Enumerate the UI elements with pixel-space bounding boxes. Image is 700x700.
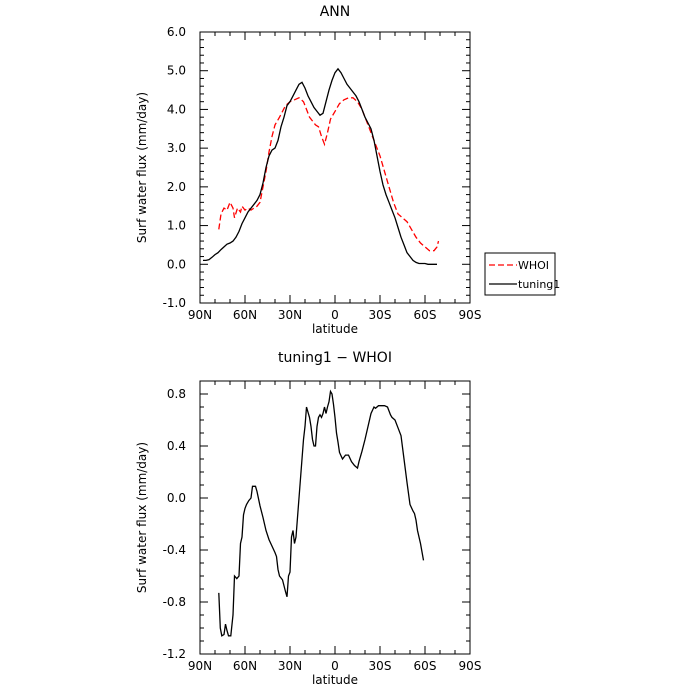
- x-tick-label: 90S: [459, 308, 482, 322]
- y-tick-label: 0.0: [167, 257, 186, 271]
- y-tick-label: 6.0: [167, 25, 186, 39]
- x-axis-label: latitude: [312, 322, 358, 336]
- x-tick-label: 30N: [278, 308, 302, 322]
- y-tick-label: 0.4: [167, 439, 186, 453]
- x-tick-label: 30N: [278, 659, 302, 673]
- y-tick-label: -0.8: [163, 595, 186, 609]
- y-tick-label: 5.0: [167, 64, 186, 78]
- x-tick-label: 60N: [233, 308, 257, 322]
- chart-difference: tuning1 − WHOI 90N 60N 30N 0 30S 60S 90S 0.8 0.4 0…: [135, 350, 481, 687]
- chart-annual-flux: ANN 90N 60N 30N 0 30S 60S 90S 6.0 5.0 4.0 3.0 2.0 1.0…: [135, 4, 560, 336]
- series-line-whoi: [218, 97, 440, 252]
- x-axis-label: latitude: [312, 673, 358, 687]
- y-tick-label: -0.4: [163, 543, 186, 557]
- x-tick-label: 0: [331, 659, 339, 673]
- x-tick-label: 90N: [188, 308, 212, 322]
- y-tick-label: 0.8: [167, 387, 186, 401]
- x-tick-label: 0: [331, 308, 339, 322]
- x-tick-label: 60S: [414, 308, 437, 322]
- legend-label: tuning1: [518, 278, 560, 291]
- x-tick-label: 60S: [414, 659, 437, 673]
- y-tick-label: 2.0: [167, 180, 186, 194]
- x-tick-label: 90S: [459, 659, 482, 673]
- y-tick-label: -1.2: [163, 647, 186, 661]
- y-tick-label: 0.0: [167, 491, 186, 505]
- legend-box: [484, 252, 556, 296]
- y-axis-label: Surf water flux (mm/day): [135, 92, 149, 243]
- series-line-difference: [218, 389, 425, 637]
- x-tick-label: 30S: [369, 659, 392, 673]
- series-line-tuning1: [203, 67, 437, 265]
- chart-title: tuning1 − WHOI: [278, 350, 392, 366]
- y-tick-label: -1.0: [163, 296, 186, 310]
- y-tick-label: 1.0: [167, 219, 186, 233]
- legend-label: WHOI: [518, 259, 549, 272]
- y-axis-label: Surf water flux (mm/day): [135, 442, 149, 593]
- x-tick-label: 30S: [369, 308, 392, 322]
- x-tick-label: 60N: [233, 659, 257, 673]
- chart-title: ANN: [320, 4, 351, 20]
- x-tick-label: 90N: [188, 659, 212, 673]
- y-tick-label: 3.0: [167, 141, 186, 155]
- y-tick-label: 4.0: [167, 102, 186, 116]
